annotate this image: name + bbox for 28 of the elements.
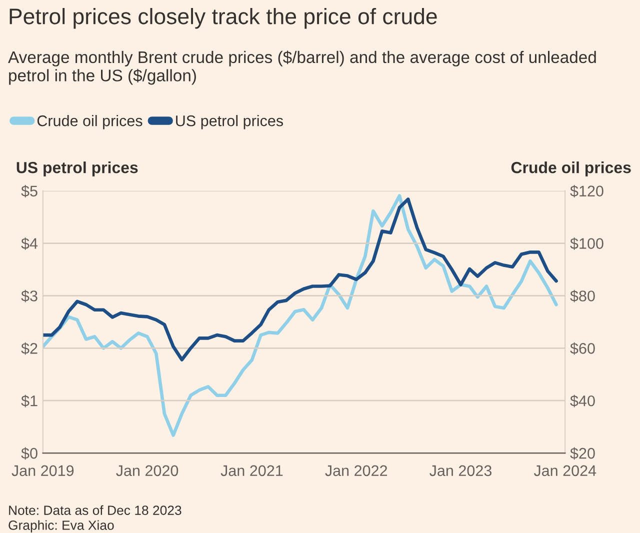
y2-tick-label: $100: [570, 237, 604, 250]
y-tick-label: $5: [21, 185, 38, 198]
y-tick-label: $3: [21, 290, 38, 302]
x-tick-label: Jan 2023: [430, 465, 492, 476]
x-tick-label: Jan 2020: [116, 465, 178, 476]
y2-axis-title: Crude oil prices: [511, 162, 631, 176]
line-series: [42, 194, 558, 437]
text: Note: Data as of Dec 18 2023: [9, 505, 182, 515]
y-axis-title: US petrol prices: [16, 162, 138, 176]
y-tick-label: $0: [21, 447, 38, 460]
y-tick-label: $2: [21, 342, 38, 355]
x-tick-label: Jan 2021: [220, 465, 283, 476]
y2-tick-label: $80: [570, 290, 595, 302]
chart-title: Petrol prices closely track the price of crude: [10, 8, 437, 29]
y-tick-label: $1: [21, 394, 38, 408]
legend-label: US petrol prices: [176, 115, 284, 130]
line-series: [42, 198, 558, 362]
text: Graphic: Eva Xiao: [8, 520, 114, 533]
x-tick-label: Jan 2022: [325, 465, 388, 476]
y-tick-label: $4: [21, 237, 38, 250]
x-tick-label: Jan 2019: [12, 465, 74, 476]
legend-label: Crude oil prices: [37, 115, 142, 130]
y2-tick-label: $120: [570, 185, 604, 198]
y2-tick-label: $60: [570, 342, 595, 355]
y2-tick-label: $20: [570, 447, 595, 460]
x-tick-label: Jan 2024: [534, 465, 596, 476]
chart-subtitle: Average monthly Brent crude prices ($/barrel) and the average cost of unleaded petrol in the US ($/gallon): [8, 50, 596, 85]
y2-tick-label: $40: [570, 394, 595, 408]
